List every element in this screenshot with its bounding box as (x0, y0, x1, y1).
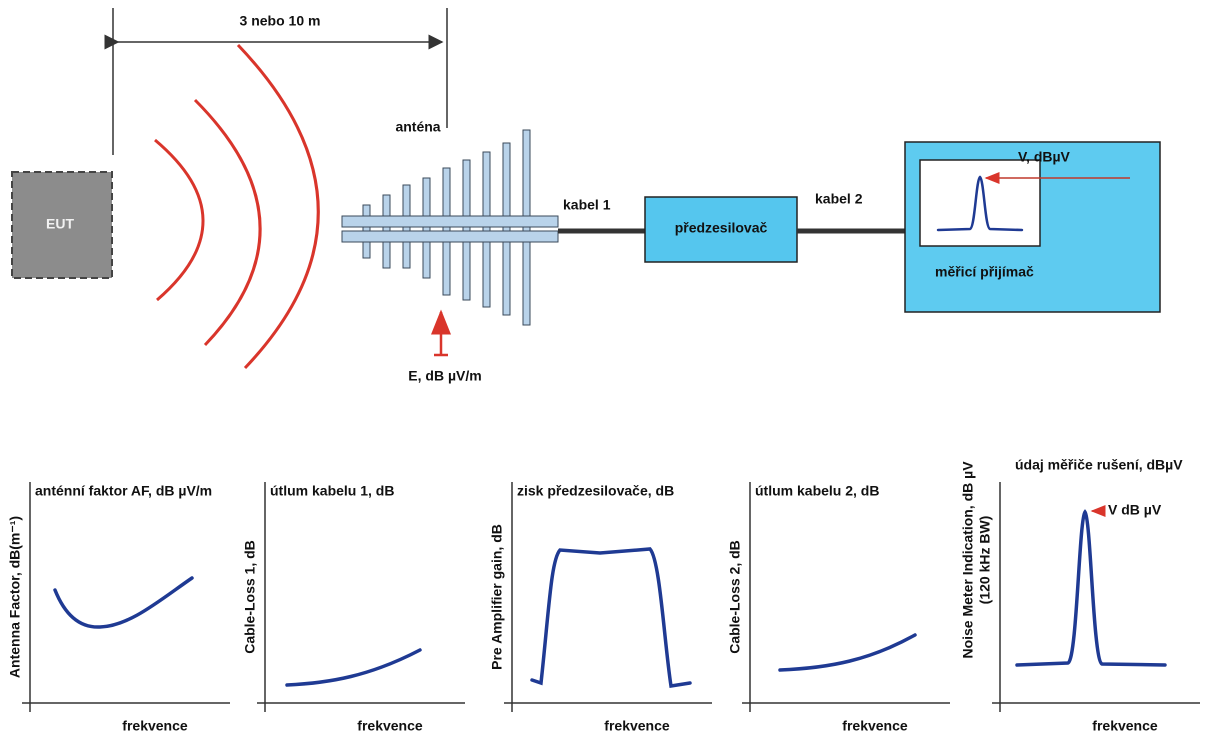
x-label: frekvence (357, 718, 423, 734)
y-label: Noise Meter Indication, dB µV (960, 461, 976, 659)
y-label: (120 kHz BW) (977, 516, 993, 605)
curve (1015, 509, 1167, 667)
waves (154, 43, 320, 370)
eut-box (11, 171, 113, 279)
distance-label: 3 nebo 10 m (240, 13, 321, 29)
curve (530, 547, 692, 689)
panel-title: údaj měřiče rušení, dBµV (1015, 457, 1183, 473)
cable-1-label: kabel 1 (563, 197, 611, 213)
receiver-curve (936, 175, 1024, 232)
curve (53, 576, 194, 629)
y-label: Pre Amplifier gain, dB (489, 524, 505, 670)
preamp-label: předzesilovač (675, 220, 768, 236)
eut-label: EUT (46, 216, 74, 232)
y-label: Cable-Loss 1, dB (242, 540, 258, 654)
preamp-box (644, 196, 798, 263)
receiver-screen (919, 159, 1041, 247)
curve (778, 633, 917, 672)
panel-title: útlum kabelu 2, dB (755, 483, 879, 499)
curve (285, 648, 422, 687)
antenna-label: anténa (395, 119, 440, 135)
field-label: E, dB µV/m (408, 368, 481, 384)
panel-title: anténní faktor AF, dB µV/m (35, 483, 212, 499)
y-label: Antenna Factor, dB(m⁻¹) (7, 516, 23, 678)
x-label: frekvence (1092, 718, 1158, 734)
x-label: frekvence (604, 718, 670, 734)
x-label: frekvence (122, 718, 188, 734)
distance: 3 nebo 10 m (104, 8, 448, 155)
reading-label: V, dBµV (1018, 149, 1071, 165)
panel-title: útlum kabelu 1, dB (270, 483, 394, 499)
annotation: V dB µV (1108, 502, 1162, 518)
receiver-label: měřicí přijímač (935, 264, 1034, 280)
x-label: frekvence (842, 718, 908, 734)
cable-2-label: kabel 2 (815, 191, 863, 207)
panel-title: zisk předzesilovače, dB (517, 483, 674, 499)
y-label: Cable-Loss 2, dB (727, 540, 743, 654)
antenna (341, 129, 559, 326)
